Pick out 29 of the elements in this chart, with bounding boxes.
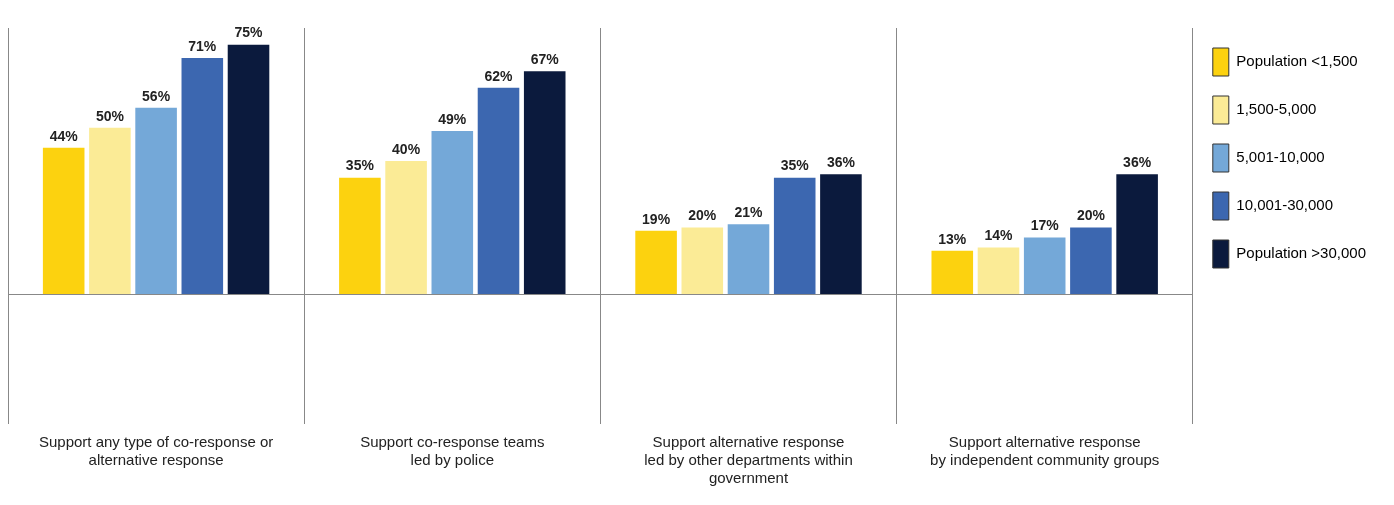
data-label: 36% — [826, 154, 856, 171]
legend-label: Population <1,500 — [1236, 52, 1358, 70]
data-label: 13% — [938, 230, 967, 247]
data-label: 36% — [1123, 154, 1152, 171]
x-tick-label: Support alternative response by independent community groups — [930, 433, 1160, 469]
legend-label: 1,500-5,000 — [1236, 100, 1317, 118]
x-tick-label: Support co-response teams led by police — [360, 433, 545, 469]
legend-label: 5,001-10,000 — [1236, 148, 1325, 166]
data-label: 56% — [142, 87, 171, 104]
data-label: 49% — [438, 110, 467, 127]
x-tick-label: Support any type of co-response or alternative response — [38, 433, 274, 469]
data-label: 44% — [49, 127, 79, 144]
data-label: 71% — [188, 37, 217, 54]
legend-label: 10,001-30,000 — [1236, 196, 1334, 214]
data-label: 35% — [780, 157, 810, 174]
data-label: 21% — [734, 204, 764, 221]
data-label: 17% — [1030, 217, 1060, 234]
data-label: 67% — [530, 51, 560, 68]
x-tick-label: Support alternative response led by other departments within government — [644, 433, 853, 487]
data-label: 14% — [984, 227, 1014, 244]
data-label: 20% — [688, 207, 717, 224]
data-label: 50% — [95, 107, 125, 124]
data-label: 19% — [642, 210, 671, 227]
data-label: 35% — [345, 157, 375, 174]
data-label: 40% — [392, 140, 421, 157]
data-label: 75% — [234, 24, 264, 41]
legend-label: Population >30,000 — [1236, 244, 1367, 262]
data-label: 20% — [1076, 207, 1106, 224]
data-label: 62% — [484, 67, 514, 84]
